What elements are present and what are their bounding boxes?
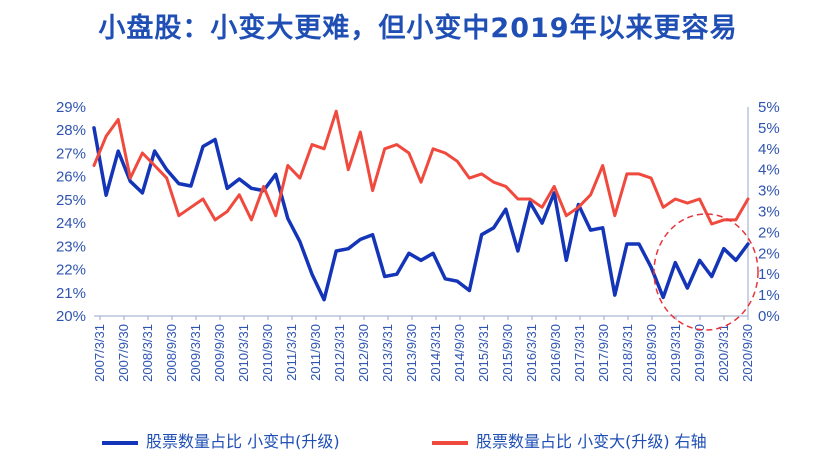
x-axis-tick-label: 2011/3/31 [284,324,299,381]
x-axis-tick-label: 2008/9/30 [164,324,179,382]
right-axis-tick-label: 1% [758,266,780,283]
left-axis-tick-label: 24% [56,215,86,232]
right-axis-tick-label: 2% [758,224,780,241]
x-axis-tick-label: 2008/3/31 [140,324,155,382]
x-axis-tick-label: 2010/9/30 [260,324,275,382]
left-axis-tick-label: 22% [56,262,86,279]
annotation-dashed-circle [653,213,759,331]
x-axis-tick-label: 2014/9/30 [452,324,467,382]
page-title: 小盘股：小变大更难，但小变中2019年以来更容易 [98,13,738,44]
left-axis-tick-label: 21% [56,285,86,302]
left-axis-tick-label: 27% [56,145,86,162]
series-line-upgrade-large [92,109,750,226]
x-axis-tick-label: 2017/3/31 [572,324,587,382]
x-axis-tick-label: 2013/9/30 [404,324,419,382]
annotation-group [653,213,759,331]
x-axis-tick-label: 2012/9/30 [356,324,371,382]
x-axis-tick-label: 2009/3/31 [188,324,203,382]
axes-group: 20% 21% 22% 23% 24% 25% 26% 27% 28% 29% 0% 1% 1% 2% 2%… [56,99,780,382]
x-axis-tick-label: 2014/3/31 [428,324,443,382]
left-axis-tick-label: 26% [56,169,86,186]
x-axis-tick-label: 2013/3/31 [380,324,395,382]
left-axis-tick-label: 23% [56,238,86,255]
x-axis-tick-label: 2018/3/31 [620,324,635,382]
legend-swatch-red [432,440,468,445]
series-line-upgrade-mid [92,126,750,302]
x-axis-tick-label: 2019/9/30 [692,324,707,382]
left-axis-tick-label: 25% [56,192,86,209]
x-axis-tick-label: 2007/3/31 [92,324,107,382]
x-axis-tick-label: 2012/3/31 [332,324,347,382]
left-axis-tick-label: 20% [56,308,86,325]
x-axis-tick-label: 2017/9/30 [596,324,611,382]
x-axis-tick-label: 2019/3/31 [668,324,683,382]
right-axis-tick-label: 0% [758,308,780,325]
left-axis-tick-label: 29% [56,99,86,116]
legend-item-upgrade-mid: 股票数量占比 小变中(升级) [102,428,340,452]
x-axis-tick-label: 2015/3/31 [476,324,491,382]
left-axis-tick-label: 28% [56,122,86,139]
right-axis-tick-label: 4% [758,162,780,179]
x-axis-tick-label: 2010/3/31 [236,324,251,382]
legend-swatch-blue [102,440,138,445]
right-axis-tick-label: 2% [758,245,780,262]
right-axis-tick-label: 3% [758,183,780,200]
legend-item-upgrade-large: 股票数量占比 小变大(升级) 右轴 [432,428,707,452]
x-axis-tick-label: 2020/9/30 [740,324,755,382]
right-axis-tick-label: 5% [758,120,780,137]
x-axis-tick-label: 2007/9/30 [116,324,131,382]
right-axis-tick-label: 1% [758,287,780,304]
legend-label: 股票数量占比 小变大(升级) 右轴 [476,432,707,451]
series-group [92,109,750,302]
right-axis-tick-label: 4% [758,141,780,158]
x-axis-tick-label: 2015/9/30 [500,324,515,382]
x-axis-tick-label: 2011/9/30 [308,324,323,381]
x-axis-tick-label: 2009/9/30 [212,324,227,382]
x-axis-tick-label: 2020/3/31 [716,324,731,382]
right-axis-tick-label: 5% [758,99,780,116]
x-axis-tick-label: 2016/9/30 [548,324,563,382]
right-axis-tick-label: 3% [758,204,780,221]
x-axis-tick-label: 2016/3/31 [524,324,539,382]
x-axis-tick-label: 2018/9/30 [644,324,659,382]
legend-label: 股票数量占比 小变中(升级) [146,432,340,451]
